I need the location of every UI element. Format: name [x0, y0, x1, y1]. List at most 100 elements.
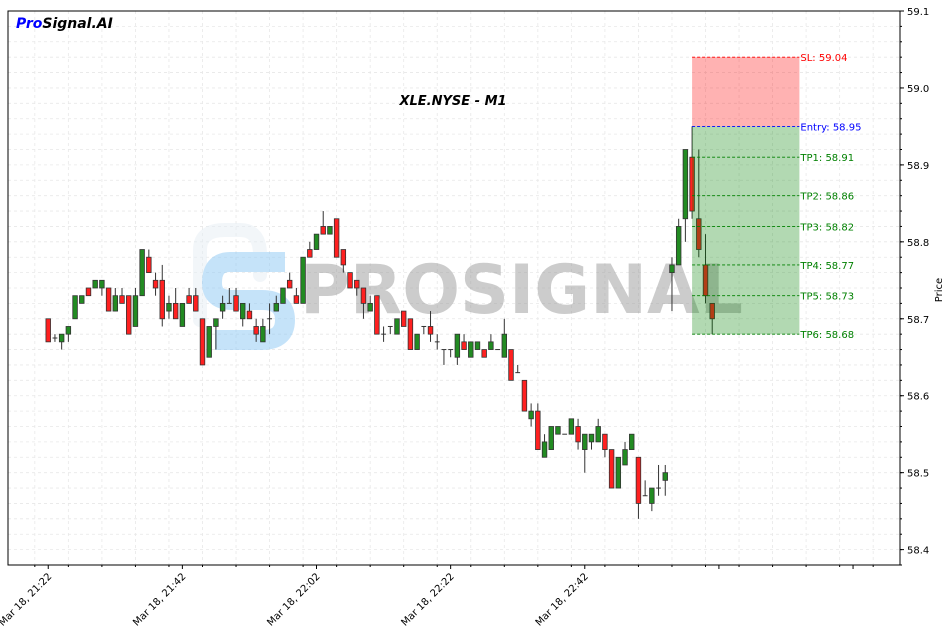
candle	[52, 334, 58, 342]
x-tick-label: Mar 18, 22:42	[534, 571, 591, 628]
candle	[662, 464, 668, 496]
candle-body	[320, 226, 326, 235]
candle-body	[112, 295, 119, 312]
candle	[367, 295, 373, 312]
candle	[132, 288, 139, 327]
candle-body	[146, 256, 152, 274]
candle	[152, 272, 159, 296]
candle-body	[126, 295, 132, 335]
candle-body	[508, 349, 514, 381]
candle-body	[273, 302, 279, 312]
candle-body	[535, 410, 541, 450]
watermark: PROSIGNAL	[193, 223, 743, 350]
take-profit-zone	[692, 126, 800, 335]
candle-body	[280, 287, 286, 304]
y-axis: 58.4 58.5 58.6 58.7 58.8 58.9 59.0 59.1	[900, 7, 929, 566]
candle-body	[85, 287, 92, 297]
candle	[555, 426, 561, 435]
candle	[333, 218, 340, 258]
candle-body	[501, 333, 508, 358]
candle-body	[602, 433, 608, 450]
candle	[320, 211, 326, 235]
trade-zone: SL: 59.04 Entry: 58.95 TP1: 58.91 TP2: 58.8…	[692, 53, 861, 341]
candle-body	[333, 218, 340, 258]
candle	[669, 257, 675, 312]
candle-body	[307, 249, 313, 258]
candle-body	[246, 310, 253, 320]
candle	[541, 434, 548, 458]
candle	[400, 310, 407, 327]
candle	[387, 325, 393, 335]
candle	[159, 264, 165, 327]
candle-body	[400, 310, 407, 327]
candle	[327, 226, 333, 235]
candle	[280, 287, 286, 304]
candle-body	[99, 279, 105, 289]
candle	[340, 249, 347, 273]
grid	[8, 10, 900, 566]
entry-label: Entry: 58.95	[800, 122, 861, 133]
candle-body	[159, 279, 165, 320]
candle-body	[615, 456, 622, 489]
candle-body	[253, 326, 259, 335]
candle-body	[468, 341, 474, 358]
candle	[682, 149, 689, 242]
y-tick-label: 58.5	[907, 469, 929, 480]
candle	[481, 349, 487, 358]
candles	[45, 126, 715, 519]
candle	[622, 441, 628, 466]
stop-loss-zone	[692, 57, 800, 127]
sl-label: SL: 59.04	[800, 53, 847, 64]
candle-body	[488, 341, 494, 350]
candle-body	[528, 410, 534, 420]
y-tick-label: 58.7	[907, 315, 929, 326]
candle	[85, 287, 92, 297]
tp4-label: TP4: 58.77	[799, 261, 854, 272]
candle	[105, 287, 112, 312]
candle-body	[454, 333, 461, 358]
candle	[79, 295, 85, 304]
candle	[608, 449, 615, 489]
candle-body	[119, 295, 125, 304]
brand-part2: Signal.AI	[42, 16, 112, 32]
candle	[649, 487, 655, 512]
candle	[582, 433, 588, 473]
y-tick-label: 58.6	[907, 392, 929, 403]
candle-body	[219, 302, 226, 312]
candle-body	[313, 233, 320, 250]
candle	[656, 464, 661, 496]
candle-body	[233, 295, 239, 312]
candle-body	[629, 433, 635, 450]
candle-body	[206, 326, 212, 358]
x-tick-label: Mar 18, 22:02	[265, 571, 322, 628]
candle	[213, 318, 219, 350]
candle-body	[427, 326, 434, 335]
candle-body	[72, 295, 78, 320]
candle	[45, 318, 51, 343]
candle-body	[92, 279, 98, 289]
tp2-label: TP2: 58.86	[799, 192, 854, 203]
candle-body	[474, 341, 481, 350]
candle	[588, 433, 595, 450]
tp6-label: TP6: 58.68	[799, 330, 854, 341]
candle	[186, 288, 192, 304]
candle	[381, 326, 386, 342]
candle	[267, 303, 272, 335]
candle	[635, 456, 642, 519]
prosignal-s-logo-icon	[193, 223, 296, 350]
candle-body	[367, 302, 373, 312]
candle-body	[240, 302, 246, 320]
candle-body	[696, 218, 702, 250]
candle	[273, 295, 279, 312]
candle	[253, 318, 259, 342]
candle-body	[541, 441, 548, 458]
candle	[146, 249, 152, 274]
candle-body	[213, 318, 219, 327]
candle-body	[595, 426, 601, 443]
candle-body	[588, 433, 595, 443]
candle-body	[568, 418, 575, 435]
candle-body	[152, 279, 159, 289]
y-tick-label: 58.4	[907, 546, 929, 557]
candle	[508, 349, 514, 381]
candle-body	[260, 326, 266, 343]
